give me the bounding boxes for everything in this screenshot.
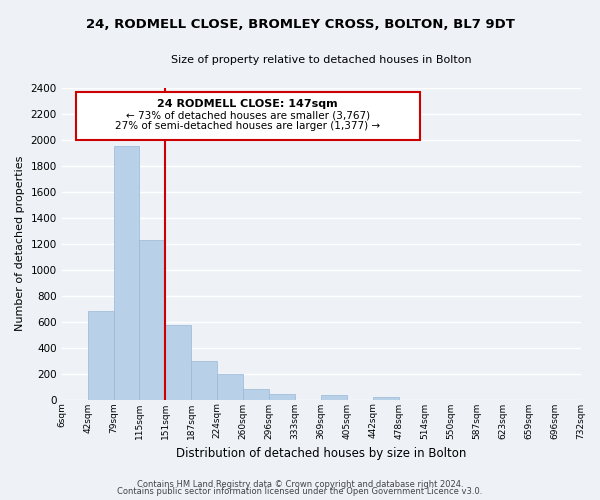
Bar (139, 240, 166, 400)
Title: Size of property relative to detached houses in Bolton: Size of property relative to detached ho… (171, 55, 472, 65)
Text: Contains public sector information licensed under the Open Government Licence v3: Contains public sector information licen… (118, 487, 482, 496)
Text: ← 73% of detached houses are smaller (3,767): ← 73% of detached houses are smaller (3,… (126, 110, 370, 120)
Bar (321, 395, 347, 400)
Y-axis label: Number of detached properties: Number of detached properties (15, 156, 25, 332)
Bar (191, 360, 217, 400)
Bar (166, 325, 191, 400)
Bar (243, 389, 269, 400)
Bar (88, 312, 113, 400)
Bar (269, 394, 295, 400)
Text: Contains HM Land Registry data © Crown copyright and database right 2024.: Contains HM Land Registry data © Crown c… (137, 480, 463, 489)
Text: 24, RODMELL CLOSE, BROMLEY CROSS, BOLTON, BL7 9DT: 24, RODMELL CLOSE, BROMLEY CROSS, BOLTON… (86, 18, 514, 30)
Bar (217, 374, 243, 400)
Bar (373, 397, 399, 400)
Text: 24 RODMELL CLOSE: 147sqm: 24 RODMELL CLOSE: 147sqm (157, 99, 338, 109)
FancyBboxPatch shape (76, 92, 419, 140)
Text: 27% of semi-detached houses are larger (1,377) →: 27% of semi-detached houses are larger (… (115, 121, 380, 131)
X-axis label: Distribution of detached houses by size in Bolton: Distribution of detached houses by size … (176, 447, 466, 460)
Bar (113, 146, 139, 400)
